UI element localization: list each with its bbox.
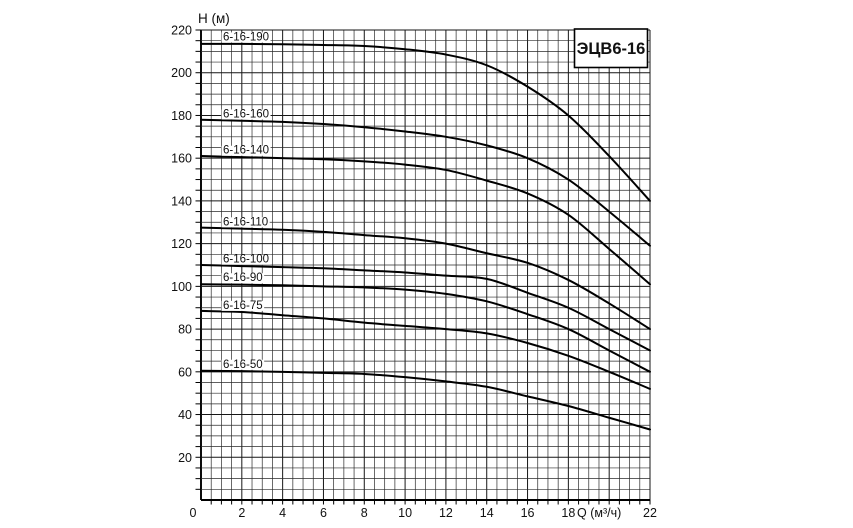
curve-label-text: 6-16-100 [223, 254, 269, 266]
model-title-border [573, 28, 649, 69]
x-tick-label: 2 [238, 506, 245, 520]
curve-label-text: 6-16-110 [223, 216, 268, 228]
curve-label-backing [221, 217, 270, 228]
curve-label-backing [221, 109, 271, 120]
x-tick-label: 16 [521, 506, 535, 520]
pump-curve-6-16-160 [200, 118, 651, 247]
y-tick-label: 200 [171, 66, 192, 80]
x-tick-label: 12 [439, 506, 453, 520]
pump-curve-6-16-100 [200, 264, 651, 352]
x-tick-label: 0 [190, 506, 197, 520]
pump-curve-6-16-50 [200, 369, 651, 431]
pump-curves [200, 42, 651, 431]
pump-curve-6-16-110 [200, 226, 651, 331]
x-axis-unit-label: Q (м³/ч) [577, 506, 621, 520]
curve-label-text: 6-16-75 [223, 300, 263, 312]
curve-label-text: 6-16-140 [223, 145, 269, 157]
grid [200, 29, 651, 501]
curve-label-6-16-160: 6-16-160 [221, 108, 271, 120]
pump-curve-6-16-75 [200, 309, 651, 390]
curve-label-text: 6-16-190 [223, 31, 269, 43]
y-tick-label: 40 [178, 408, 192, 422]
y-tick-label: 20 [178, 451, 192, 465]
curve-label-backing [221, 273, 265, 284]
y-tick-label: 160 [171, 152, 192, 166]
x-tick-label: 22 [643, 506, 657, 520]
curve-label-backing [221, 32, 271, 43]
y-axis-label: H (м) [198, 11, 230, 26]
y-tick-label: 80 [178, 323, 192, 337]
curve-label-text: 6-16-50 [223, 359, 263, 371]
curve-label-6-16-190: 6-16-190 [221, 31, 271, 43]
y-tick-label: 120 [171, 237, 192, 251]
curve-label-6-16-100: 6-16-100 [221, 254, 271, 266]
y-tick-label: 220 [171, 24, 192, 38]
axis-ticks [195, 29, 651, 505]
curve-label-backing [221, 359, 265, 370]
x-tick-label: 10 [398, 506, 412, 520]
curve-label-6-16-75: 6-16-75 [221, 300, 265, 312]
y-tick-label: 60 [178, 365, 192, 379]
curve-label-text: 6-16-160 [223, 108, 269, 120]
curve-label-6-16-90: 6-16-90 [221, 272, 265, 284]
curve-label-backing [221, 145, 271, 156]
curve-label-6-16-140: 6-16-140 [221, 145, 271, 157]
pump-curve-6-16-140 [200, 155, 651, 286]
x-tick-label: 4 [279, 506, 286, 520]
curve-label-backing [221, 300, 265, 311]
model-title: ЭЦВ6-16 [577, 40, 646, 58]
y-tick-label: 100 [171, 280, 192, 294]
curve-labels: 6-16-190 6-16-160 6-16-140 6-16-110 6-16-100… [221, 31, 271, 371]
x-tick-label: 6 [320, 506, 327, 520]
axis-tick-labels: 20 40 60 80 100 120 140 160 180 200 220 0 2 4 6 8 10 12 14… [171, 24, 657, 521]
y-tick-label: 180 [171, 109, 192, 123]
x-tick-label: 8 [361, 506, 368, 520]
x-tick-label: 18 [561, 506, 575, 520]
curve-label-6-16-110: 6-16-110 [221, 216, 270, 228]
curve-label-6-16-50: 6-16-50 [221, 359, 265, 371]
pump-curve-6-16-190 [200, 42, 651, 202]
y-tick-label: 140 [171, 194, 192, 208]
model-title-box: ЭЦВ6-16 [573, 28, 649, 69]
x-tick-label: 14 [480, 506, 494, 520]
curve-label-backing [221, 254, 271, 265]
pump-curve-6-16-90 [200, 283, 651, 373]
curve-label-text: 6-16-90 [223, 272, 263, 284]
